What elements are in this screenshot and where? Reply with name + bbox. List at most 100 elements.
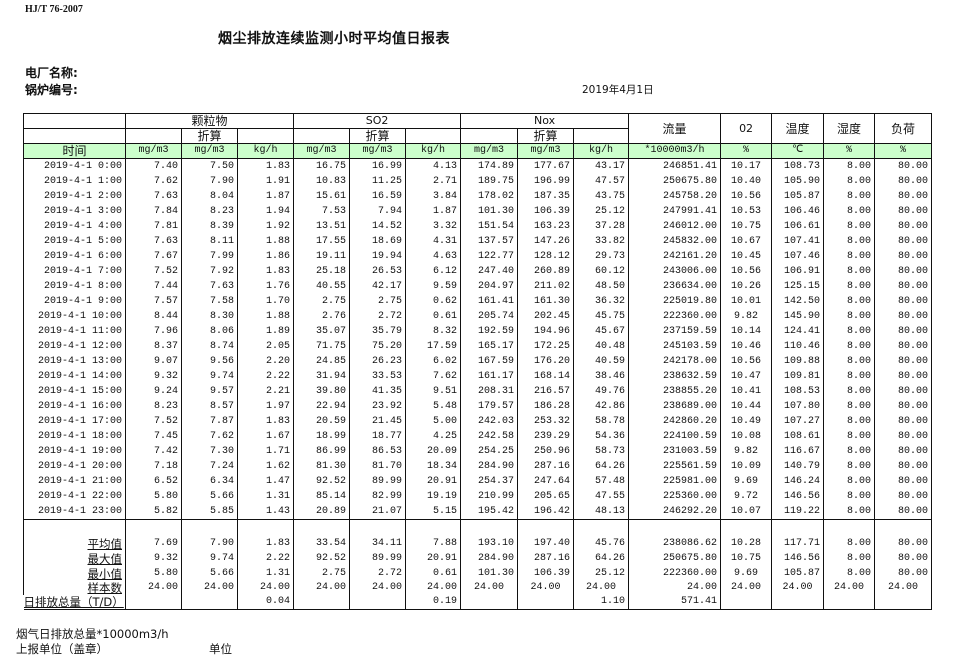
- stats-value: 24.00: [181, 581, 238, 595]
- value-cell: 7.53: [293, 204, 351, 219]
- daily-total-value: [349, 595, 407, 610]
- value-cell: 7.24: [181, 459, 238, 474]
- stats-value: 34.11: [349, 536, 407, 551]
- value-cell: 15.61: [293, 189, 351, 204]
- daily-total-value: [874, 595, 933, 610]
- value-cell: 245103.59: [628, 339, 722, 354]
- value-cell: 7.84: [125, 204, 182, 219]
- value-cell: 82.99: [349, 489, 407, 504]
- stats-value: 9.32: [125, 551, 182, 566]
- value-cell: 9.56: [181, 354, 238, 369]
- value-cell: 254.25: [460, 444, 519, 459]
- table-row: 2019-4-1 20:00 7.18 7.24 1.62 81.30 81.70 18.3…: [23, 459, 933, 474]
- value-cell: 108.73: [771, 158, 825, 174]
- value-cell: 25.18: [293, 264, 351, 279]
- table-row: 2019-4-1 18:00 7.45 7.62 1.67 18.99 18.77 4.25…: [23, 429, 933, 444]
- value-cell: 176.20: [517, 354, 575, 369]
- value-cell: 13.51: [293, 219, 351, 234]
- value-cell: 80.00: [874, 459, 933, 474]
- value-cell: 161.30: [517, 294, 575, 309]
- stats-value: 7.69: [125, 536, 182, 551]
- time-cell: 2019-4-1 1:00: [23, 174, 126, 189]
- value-cell: 1.88: [236, 309, 295, 324]
- value-cell: 8.11: [181, 234, 238, 249]
- value-cell: 10.17: [720, 158, 773, 174]
- value-cell: 7.42: [125, 444, 182, 459]
- value-cell: 21.07: [349, 504, 407, 520]
- stats-value: 24.00: [517, 581, 575, 595]
- value-cell: 243006.00: [628, 264, 722, 279]
- value-cell: 106.39: [517, 204, 575, 219]
- value-cell: 42.17: [349, 279, 407, 294]
- header-blank: [573, 128, 630, 144]
- value-cell: 80.00: [874, 354, 933, 369]
- value-cell: 8.00: [823, 504, 876, 520]
- value-cell: 6.02: [405, 354, 462, 369]
- value-cell: 80.00: [874, 249, 933, 264]
- value-cell: 9.07: [125, 354, 182, 369]
- value-cell: 237159.59: [628, 324, 722, 339]
- standard-code: HJ/T 76-2007: [25, 4, 83, 15]
- value-cell: 231003.59: [628, 444, 722, 459]
- value-cell: 225360.00: [628, 489, 722, 504]
- value-cell: 137.57: [460, 234, 519, 249]
- value-cell: 1.83: [236, 414, 295, 429]
- value-cell: 9.69: [720, 474, 773, 489]
- time-cell: 2019-4-1 13:00: [23, 354, 126, 369]
- value-cell: 107.27: [771, 414, 825, 429]
- value-cell: 1.43: [236, 504, 295, 520]
- value-cell: 6.12: [405, 264, 462, 279]
- table-row: 2019-4-1 2:00 7.63 8.04 1.87 15.61 16.59 3.84 1…: [23, 189, 933, 204]
- value-cell: 10.83: [293, 174, 351, 189]
- value-cell: 14.52: [349, 219, 407, 234]
- value-cell: 40.55: [293, 279, 351, 294]
- value-cell: 80.00: [874, 264, 933, 279]
- stats-label: 样本数: [23, 581, 126, 595]
- value-cell: 0.62: [405, 294, 462, 309]
- daily-total-value: [293, 595, 351, 610]
- value-cell: 58.78: [573, 414, 630, 429]
- value-cell: 7.63: [125, 234, 182, 249]
- value-cell: 236634.00: [628, 279, 722, 294]
- value-cell: 19.11: [293, 249, 351, 264]
- value-cell: 18.99: [293, 429, 351, 444]
- value-cell: 10.49: [720, 414, 773, 429]
- value-cell: 89.99: [349, 474, 407, 489]
- time-cell: 2019-4-1 14:00: [23, 369, 126, 384]
- value-cell: 247.64: [517, 474, 575, 489]
- value-cell: 80.00: [874, 369, 933, 384]
- value-cell: 41.35: [349, 384, 407, 399]
- stats-value: 80.00: [874, 551, 933, 566]
- value-cell: 242.03: [460, 414, 519, 429]
- unit-cell: mg/m3: [460, 143, 519, 159]
- value-cell: 106.46: [771, 204, 825, 219]
- value-cell: 26.53: [349, 264, 407, 279]
- value-cell: 1.91: [236, 174, 295, 189]
- value-cell: 8.00: [823, 369, 876, 384]
- value-cell: 80.00: [874, 219, 933, 234]
- value-cell: 8.00: [823, 189, 876, 204]
- value-cell: 18.34: [405, 459, 462, 474]
- value-cell: 10.56: [720, 264, 773, 279]
- value-cell: 192.59: [460, 324, 519, 339]
- value-cell: 49.76: [573, 384, 630, 399]
- stats-value: 25.12: [573, 566, 630, 581]
- value-cell: 80.00: [874, 504, 933, 520]
- value-cell: 167.59: [460, 354, 519, 369]
- stats-value: 24.00: [573, 581, 630, 595]
- time-cell: 2019-4-1 6:00: [23, 249, 126, 264]
- value-cell: 125.15: [771, 279, 825, 294]
- value-cell: 57.48: [573, 474, 630, 489]
- value-cell: 81.70: [349, 459, 407, 474]
- value-cell: 250675.80: [628, 174, 722, 189]
- value-cell: 92.52: [293, 474, 351, 489]
- stats-value: 287.16: [517, 551, 575, 566]
- value-cell: 1.71: [236, 444, 295, 459]
- stats-value: 8.00: [823, 551, 876, 566]
- time-cell: 2019-4-1 18:00: [23, 429, 126, 444]
- header-flow: 流量: [628, 113, 722, 144]
- header-o2: 02: [720, 113, 773, 144]
- header-time: 时间: [23, 143, 126, 159]
- value-cell: 80.00: [874, 234, 933, 249]
- stats-value: 10.75: [720, 551, 773, 566]
